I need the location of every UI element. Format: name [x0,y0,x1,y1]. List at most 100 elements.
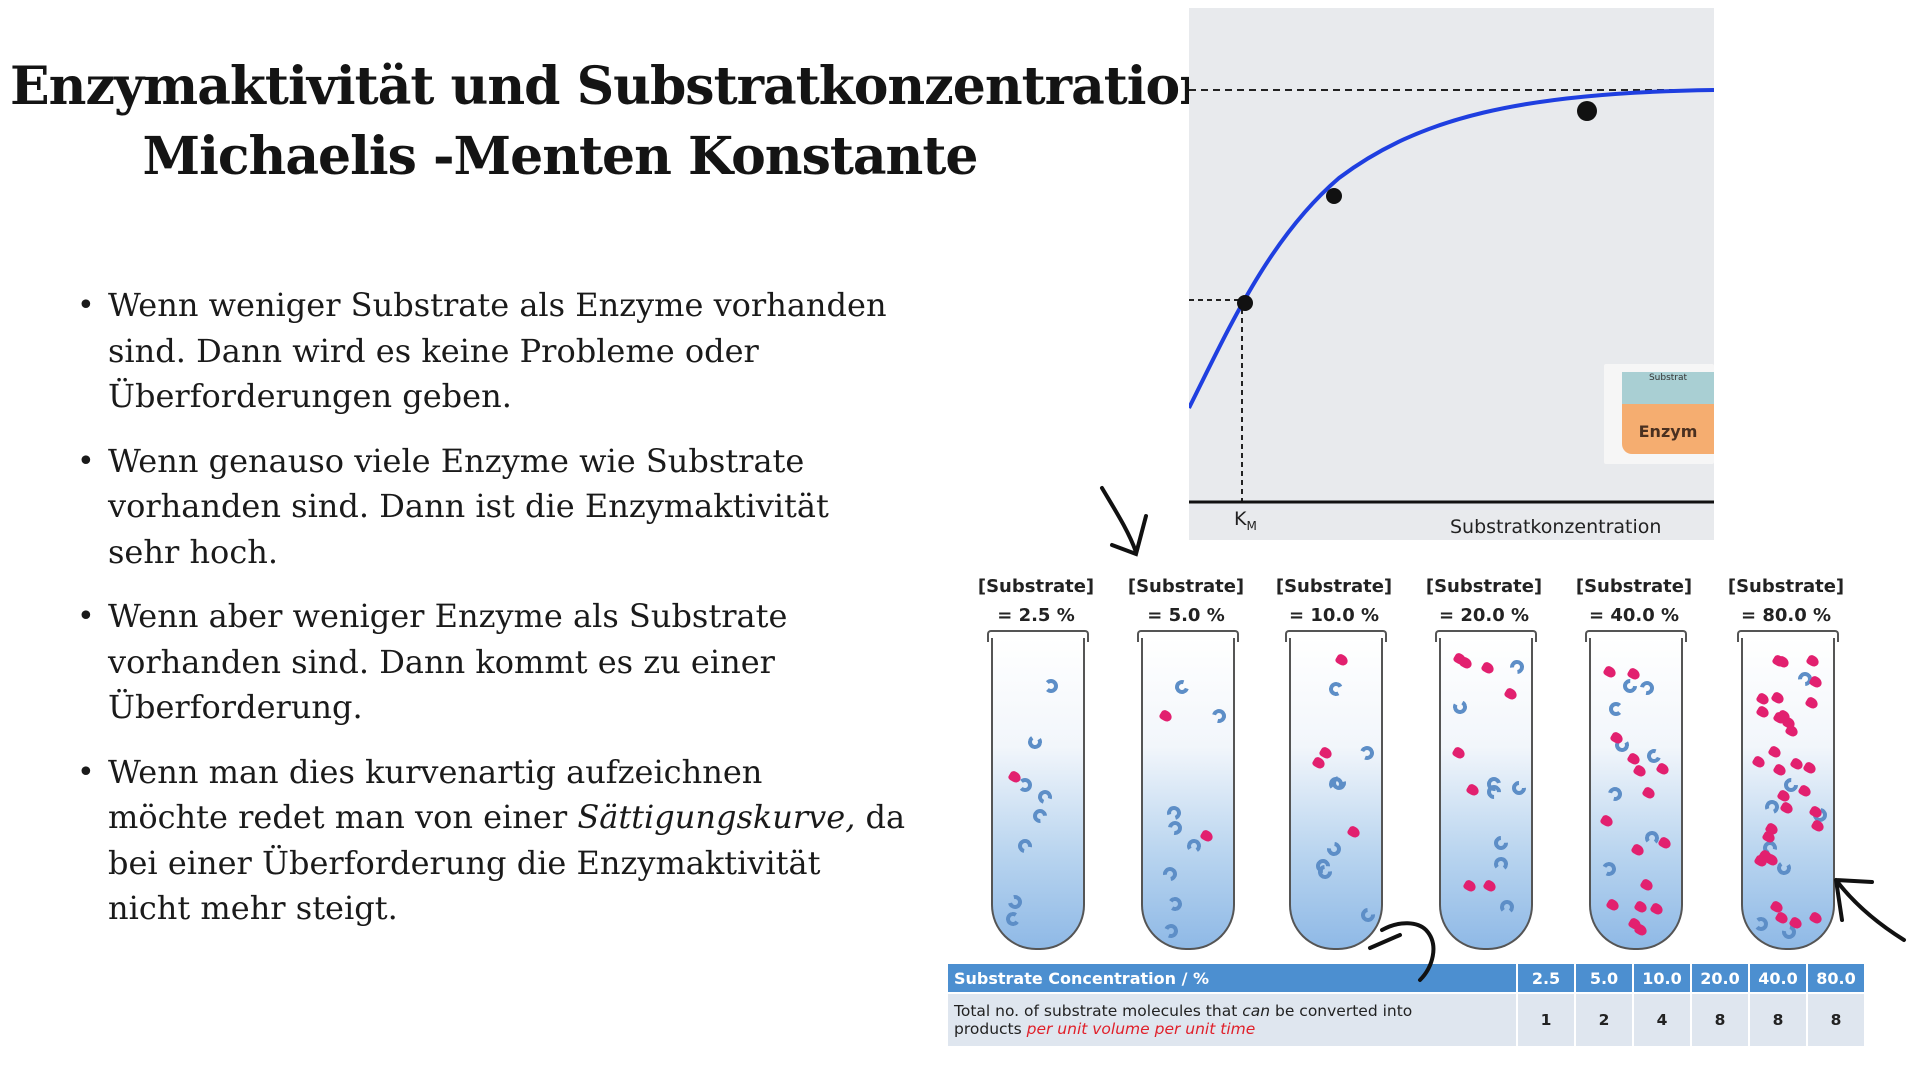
table-cell: 8 [1748,992,1808,1048]
enzyme-substrate-inset: Substrat Enzym [1604,364,1714,464]
substrate-molecule-icon [1158,708,1174,724]
test-tube [1589,638,1683,950]
substrate-molecule-icon [1649,901,1665,917]
enzyme-molecule-icon [1609,702,1624,717]
enzyme-molecule-icon [1035,787,1055,806]
bullet-dot-icon: • [77,754,95,790]
bullet-text: Überforderung. [108,688,363,726]
enzyme-shape [1622,404,1714,454]
substrate-molecule-icon [1788,756,1805,772]
x-axis-label: Substratkonzentration [1450,516,1662,538]
bullet-text: vorhanden sind. Dann kommt es zu einer [108,642,775,681]
tube-header: [Substrate] = 20.0 % [1419,572,1549,630]
substrate-molecule-icon [1479,660,1496,675]
substrate-molecule-icon [1633,922,1649,938]
enzyme-molecule-icon [1763,798,1782,817]
graph-svg [1189,88,1714,504]
substrate-molecule-icon [1767,744,1783,760]
enzyme-molecule-icon [1209,706,1229,726]
substrate-molecule-icon [1602,664,1619,680]
enzyme-molecule-icon [1450,698,1469,716]
enzyme-molecule-icon [1636,678,1657,699]
substrate-molecule-icon [1599,813,1615,829]
enzyme-molecule-icon [1159,863,1180,884]
tube-header: [Substrate] = 5.0 % [1121,572,1251,630]
tube-header-line: [Substrate] [1127,576,1245,597]
table-cell: 2 [1574,992,1634,1048]
table-cell: 10.0 [1632,962,1692,994]
bullet-text: Wenn weniger Substrate als Enzyme vorhan… [108,286,887,324]
tube-concentration: = 10.0 % [1288,605,1380,626]
substrate-molecule-icon [1640,785,1657,801]
tube-header: [Substrate] = 40.0 % [1569,572,1699,630]
enzyme-molecule-icon [1004,910,1022,927]
tube-header-line: [Substrate] [1425,576,1543,597]
km-label: KM [1234,508,1257,533]
tube-rim [1285,630,1387,642]
table-cell: 4 [1632,992,1692,1048]
enzyme-molecule-icon [1492,856,1509,872]
table-cell: 8 [1806,992,1866,1048]
substrate-molecule-icon [1770,690,1786,705]
label-part: be converted into [1270,1002,1413,1020]
enzyme-molecule-icon [1507,657,1528,677]
tube-rim [1435,630,1537,642]
bullet-text: möchte redet man von einer Sättigungskur… [108,795,905,841]
enzyme-molecule-icon [1161,922,1180,941]
enzyme-molecule-icon [1776,859,1793,876]
title-line-2: Michaelis -Menten Konstante [142,126,979,187]
tube-header-line: [Substrate] [1727,576,1845,597]
substrate-molecule-icon [1751,754,1768,770]
enzyme-molecule-icon [1753,916,1769,932]
tube-header-line: [Substrate] [1275,576,1393,597]
tube-rim [1737,630,1839,642]
inset-substrate-label: Substrat [1648,373,1688,383]
substrate-molecule-icon [1502,686,1519,702]
km-label-text: K [1234,508,1247,530]
table-cell: 80.0 [1806,962,1866,994]
bullet-item: • Wenn man dies kurvenartig aufzeichnen … [76,750,905,932]
tube-concentration: = 2.5 % [997,605,1075,626]
substrate-molecule-icon [1465,782,1482,798]
test-tube [1289,638,1383,950]
substrate-molecule-icon [1807,911,1824,926]
substrate-molecule-icon [1346,824,1363,840]
enzyme-molecule-icon [1030,806,1051,827]
tube-concentration: = 5.0 % [1147,605,1225,626]
tube-header: [Substrate] = 2.5 % [971,572,1101,630]
label-part: products [954,1020,1027,1038]
bullet-list: • Wenn weniger Substrate als Enzyme vorh… [76,283,905,951]
enzyme-molecule-icon [1358,905,1378,926]
bullet-text: Wenn aber weniger Enzyme als Substrate [108,597,788,635]
inset-enzyme-label: Enzym [1638,422,1698,441]
enzyme-molecule-icon [1605,784,1625,804]
enzyme-molecule-icon [1164,818,1185,838]
substrate-molecule-icon [1632,763,1648,779]
substrate-molecule-icon [1655,762,1672,777]
test-tube [991,638,1085,950]
tube-header: [Substrate] = 10.0 % [1269,572,1399,630]
annotation-arrow-icon [1100,486,1148,557]
tube-header: [Substrate] = 80.0 % [1721,572,1851,630]
enzyme-molecule-icon [1327,680,1345,699]
saturation-curve-graph: Substrat Enzym KM Substratkonzentration [1189,8,1714,540]
label-red-part: per unit volume per unit time [1026,1020,1256,1038]
table-cell: 20.0 [1690,962,1750,994]
test-tube [1141,638,1235,950]
enzyme-molecule-icon [1185,838,1203,855]
substrate-molecule-icon [1451,745,1467,760]
enzyme-molecule-icon [1323,839,1344,859]
enzyme-molecule-icon [1005,892,1025,912]
tube-concentration: = 40.0 % [1588,605,1680,626]
enzyme-molecule-icon [1027,733,1044,751]
bullet-text: Wenn man dies kurvenartig aufzeichnen [108,752,763,791]
substrate-molecule-icon [1605,897,1621,913]
bullet-text: sehr hoch. [108,532,279,571]
tube-concentration: = 20.0 % [1438,605,1530,626]
bullet-item: • Wenn aber weniger Enzyme als Substrate… [76,594,866,731]
test-tube [1439,638,1533,950]
substrate-molecule-icon [1199,828,1215,844]
substrate-molecule-icon [1462,878,1478,893]
km-label-sub: M [1246,518,1257,533]
bullet-text: sind. Dann wird es keine Probleme oder [108,331,759,370]
